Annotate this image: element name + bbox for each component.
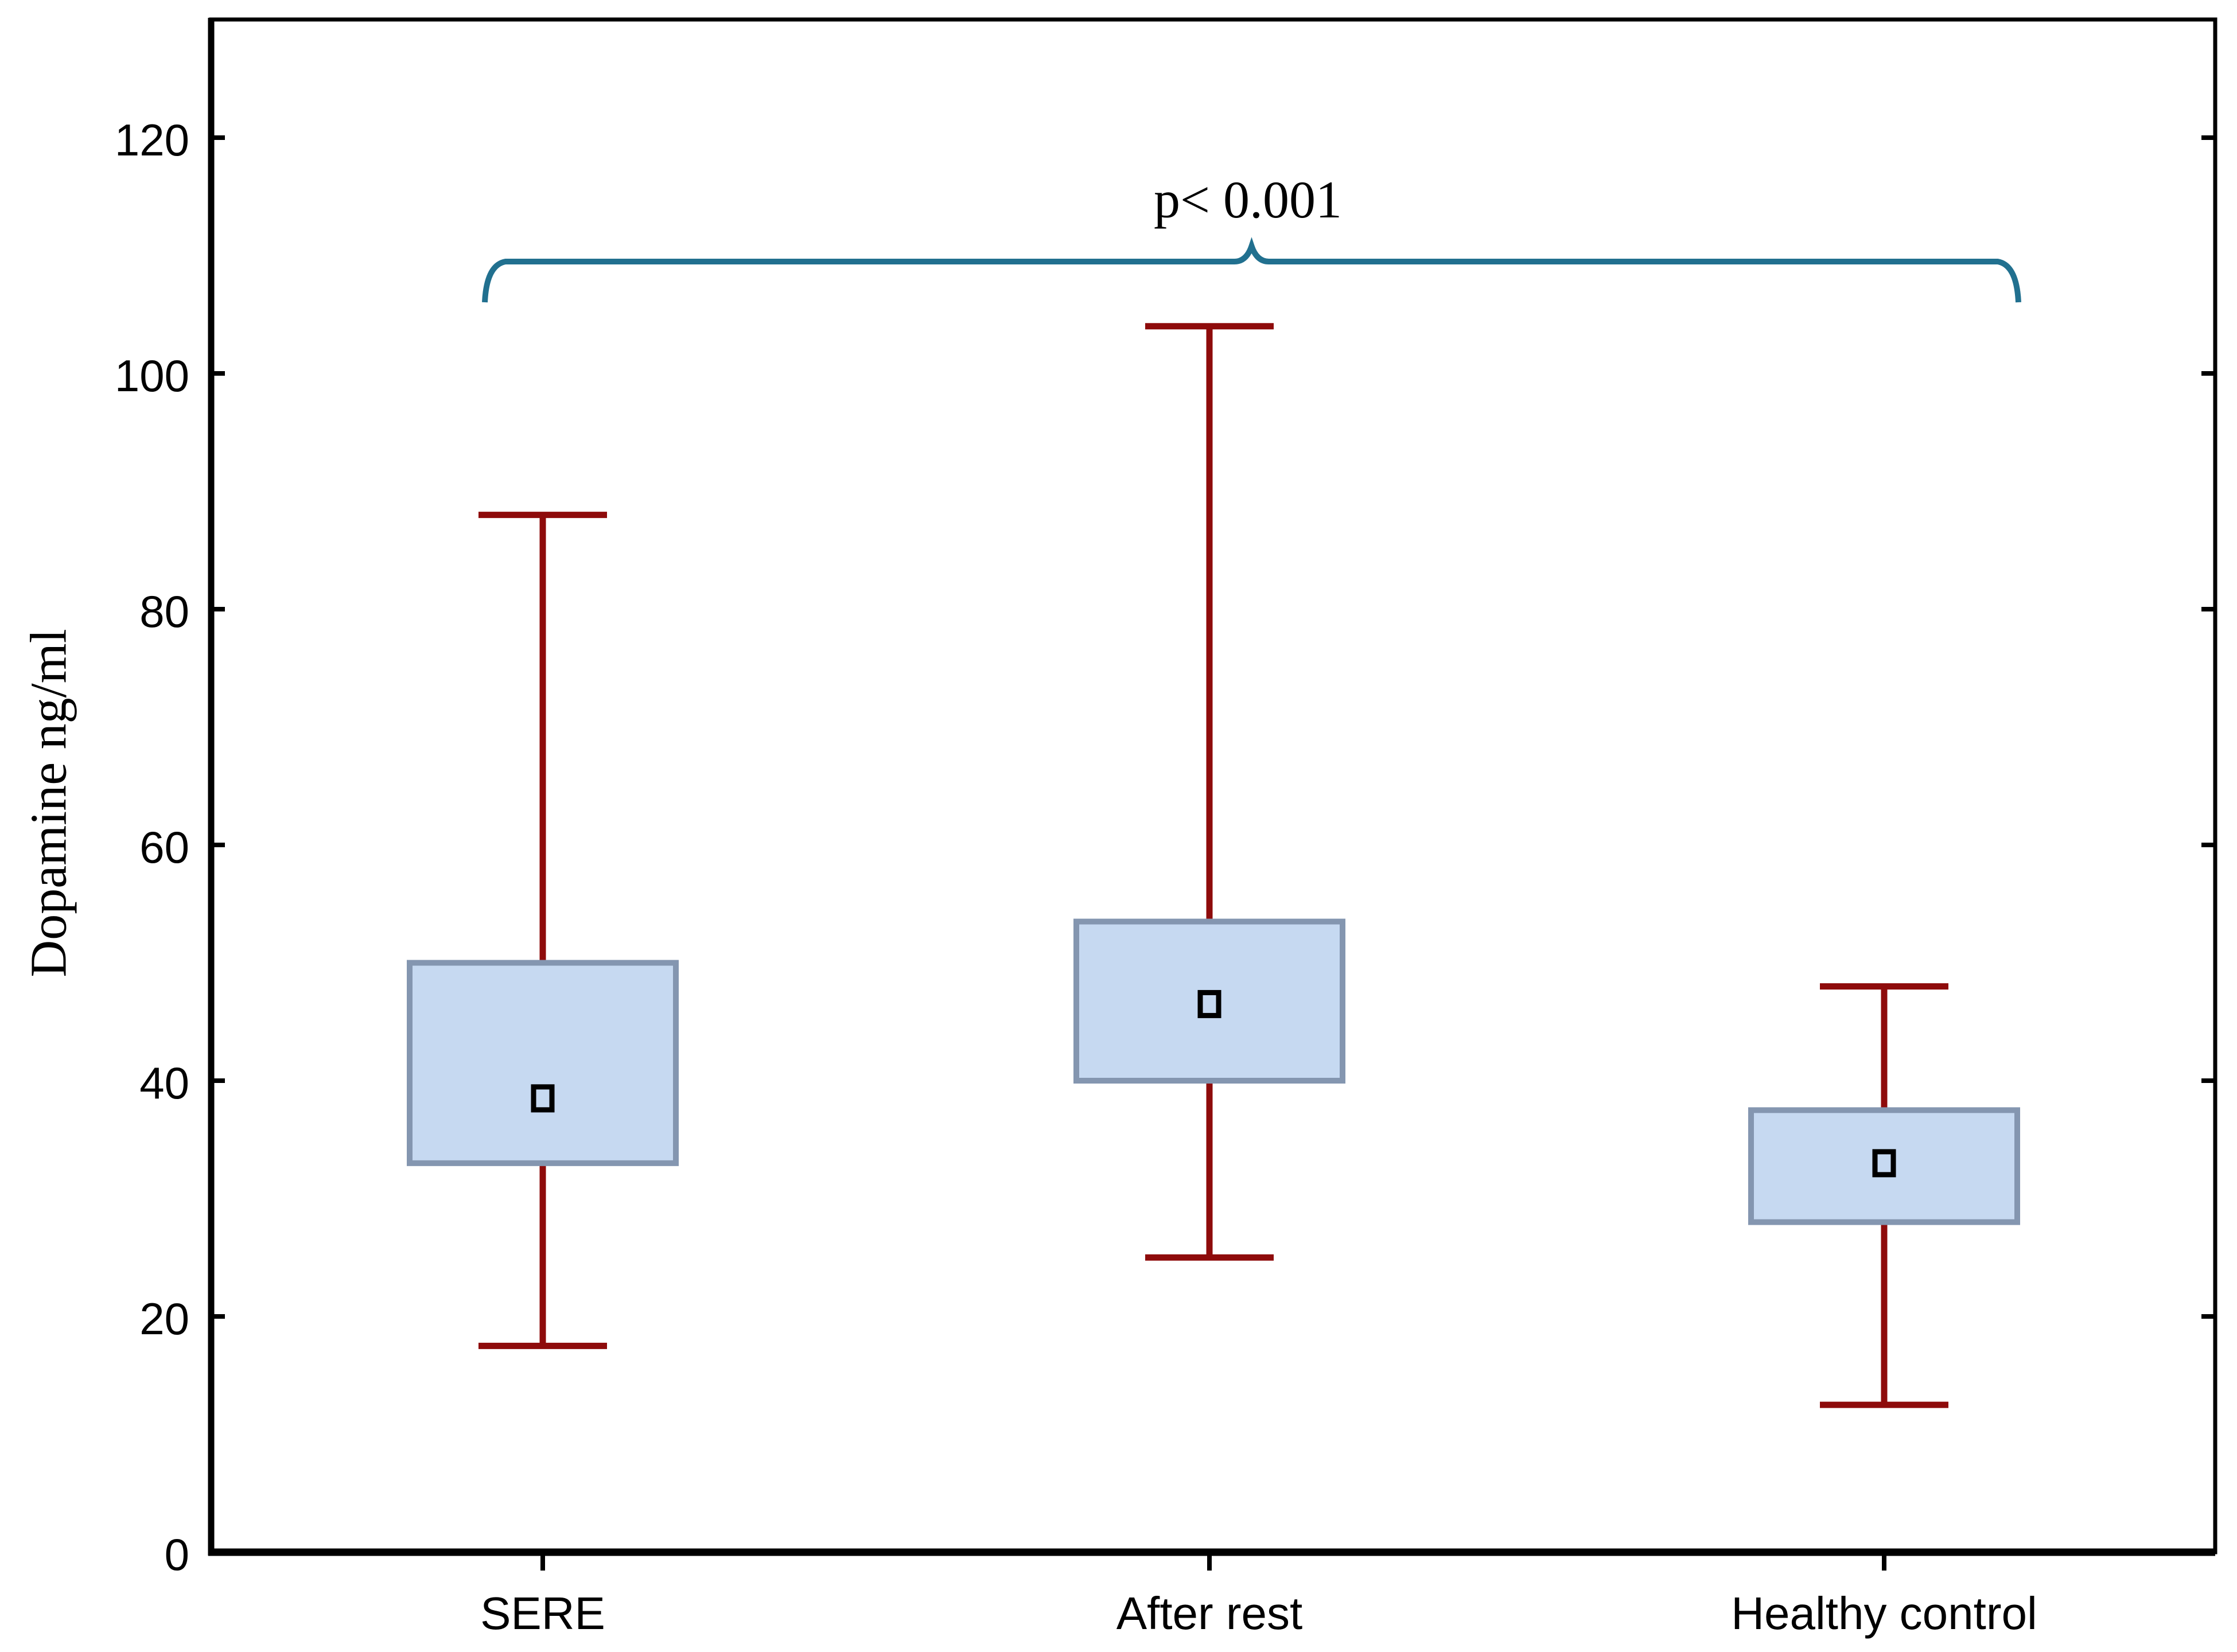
y-tick-label: 60 — [139, 822, 189, 872]
mean-marker — [1197, 989, 1221, 1018]
category-label: After rest — [1116, 1588, 1303, 1639]
category-label: Healthy control — [1731, 1588, 2037, 1639]
category-label: SERE — [480, 1588, 605, 1639]
y-tick-label: 80 — [139, 586, 189, 637]
mean-marker — [531, 1084, 555, 1113]
y-tick-label: 20 — [139, 1293, 189, 1344]
y-tick-label: 40 — [139, 1058, 189, 1108]
iqr-box — [1073, 918, 1345, 1084]
y-tick-label: 120 — [115, 115, 189, 165]
y-tick-label: 0 — [165, 1529, 189, 1580]
y-axis-title: Dopamine ng/ml — [20, 629, 77, 977]
iqr-box — [407, 960, 679, 1166]
mean-marker — [1872, 1149, 1896, 1178]
y-tick-label: 100 — [115, 350, 189, 401]
significance-brace — [482, 237, 2021, 303]
p-value-annotation: p< 0.001 — [1154, 170, 1342, 229]
iqr-box — [1748, 1107, 2020, 1225]
plot-frame — [209, 17, 2217, 1554]
